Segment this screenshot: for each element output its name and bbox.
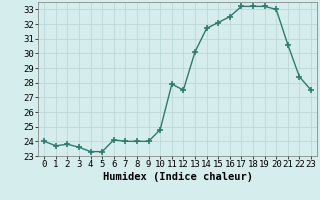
X-axis label: Humidex (Indice chaleur): Humidex (Indice chaleur)	[103, 172, 252, 182]
